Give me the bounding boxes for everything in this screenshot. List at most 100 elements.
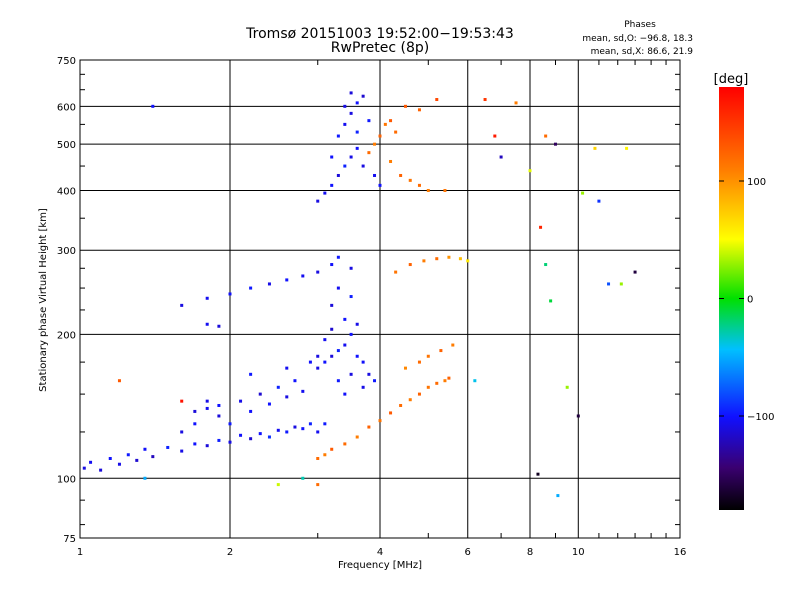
y-tick-label: 750	[57, 56, 76, 67]
echo-point	[355, 130, 359, 134]
echo-point	[349, 372, 353, 376]
y-tick-label: 75	[63, 534, 76, 545]
echo-point	[180, 399, 184, 403]
echo-point	[343, 317, 347, 321]
echo-point	[323, 422, 327, 426]
echo-point	[458, 257, 462, 261]
echo-point	[451, 343, 455, 347]
x-tick-label: 2	[227, 547, 233, 558]
echo-point	[355, 435, 359, 439]
x-axis-ticks: 1 2 4 6 8 10 16	[77, 60, 687, 558]
echo-point	[217, 403, 221, 407]
echo-point	[528, 169, 532, 173]
echo-point	[349, 266, 353, 270]
echo-point	[217, 324, 221, 328]
echo-point	[439, 349, 443, 353]
y-axis-label: Stationary phase Virtual Height [km]	[38, 208, 49, 392]
echo-point	[367, 151, 371, 155]
echo-point	[536, 472, 540, 476]
echo-point	[301, 427, 305, 431]
echo-point	[336, 379, 340, 383]
echo-point	[82, 466, 86, 470]
echo-point	[349, 295, 353, 299]
x-tick-label: 10	[572, 547, 585, 558]
echo-point	[117, 379, 121, 383]
colorbar-tick-label: 0	[747, 295, 753, 306]
echo-point	[383, 122, 387, 126]
echo-point	[249, 286, 253, 290]
echo-point	[367, 372, 371, 376]
echo-point	[378, 419, 382, 423]
echo-point	[466, 259, 470, 263]
echo-point	[249, 372, 253, 376]
echo-point	[193, 409, 197, 413]
echo-point	[361, 164, 365, 168]
echo-point	[361, 385, 365, 389]
echo-point	[336, 349, 340, 353]
echo-point	[399, 403, 403, 407]
echo-point	[276, 385, 280, 389]
echo-point	[426, 385, 430, 389]
echo-point	[565, 385, 569, 389]
echo-point	[301, 476, 305, 480]
echo-point	[349, 111, 353, 115]
y-tick-label: 100	[57, 474, 76, 485]
echo-point	[316, 483, 320, 487]
echo-point	[378, 134, 382, 138]
y-tick-label: 200	[57, 330, 76, 341]
echo-point	[143, 476, 147, 480]
echo-point	[180, 430, 184, 434]
echo-point	[330, 183, 334, 187]
echo-point	[323, 338, 327, 342]
x-tick-label: 4	[377, 547, 383, 558]
echo-point	[316, 270, 320, 274]
echo-point	[514, 101, 518, 105]
echo-point	[276, 428, 280, 432]
x-tick-label: 16	[674, 547, 687, 558]
echo-point	[355, 354, 359, 358]
echo-point	[330, 327, 334, 331]
echo-point	[343, 343, 347, 347]
echo-point	[249, 437, 253, 441]
echo-point	[301, 389, 305, 393]
echo-point	[361, 94, 365, 98]
echo-point	[367, 425, 371, 429]
echo-point	[249, 409, 253, 413]
echo-point	[355, 322, 359, 326]
echo-point	[373, 379, 377, 383]
echo-point	[239, 433, 243, 437]
echo-point	[99, 468, 103, 472]
colorbar-ticks: 100 0 −100	[719, 177, 774, 423]
echo-point	[544, 263, 548, 267]
echo-point	[293, 379, 297, 383]
echo-point	[193, 442, 197, 446]
echo-point	[349, 155, 353, 159]
colorbar-label: [deg]	[714, 72, 749, 87]
echo-point	[349, 332, 353, 336]
grid-lines	[80, 60, 680, 538]
echo-point	[473, 379, 477, 383]
echo-point	[435, 98, 439, 102]
echo-point	[593, 146, 597, 150]
echo-point	[267, 282, 271, 286]
echo-point	[633, 270, 637, 274]
echo-point	[493, 134, 497, 138]
echo-point	[343, 392, 347, 396]
echo-point	[408, 398, 412, 402]
echo-point	[426, 354, 430, 358]
stats-heading: Phases	[624, 20, 656, 30]
echo-point	[267, 402, 271, 406]
echo-point	[330, 263, 334, 267]
x-axis-label: Frequency [MHz]	[338, 560, 422, 571]
echo-point	[330, 303, 334, 307]
y-axis-ticks: 75 100 200 300 400 500 600 750	[57, 56, 680, 545]
echo-point	[403, 366, 407, 370]
echo-point	[417, 183, 421, 187]
echo-point	[417, 360, 421, 364]
echo-point	[285, 278, 289, 282]
echo-point	[378, 183, 382, 187]
echo-point	[316, 199, 320, 203]
echo-point	[293, 425, 297, 429]
echo-point	[553, 142, 557, 146]
echo-point	[389, 411, 393, 415]
